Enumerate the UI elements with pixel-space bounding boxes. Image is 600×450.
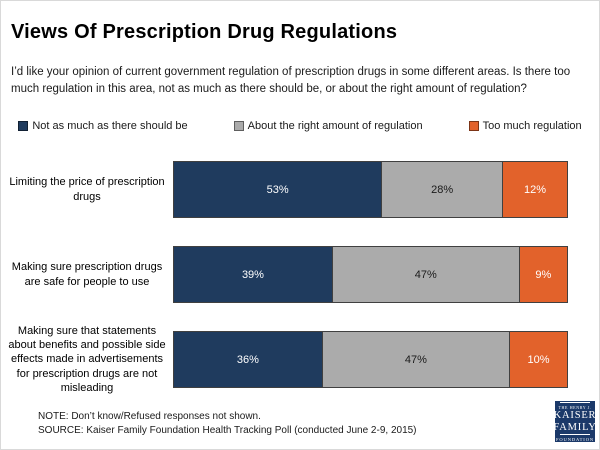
legend-swatch-gray [233,121,244,131]
legend-swatch-orange [468,121,479,131]
bar-segment: 10% [509,331,568,388]
legend-label: Too much regulation [482,120,582,132]
chart-row: Making sure that statements about benefi… [1,325,599,394]
legend-label: About the right amount of regulation [247,120,423,132]
logo-foundation-text: FOUNDATION [556,436,594,442]
logo-divider [560,402,590,404]
bar-segment: 12% [502,161,568,218]
bar-segment: 53% [173,161,383,218]
chart: Limiting the price of prescription drugs… [1,161,599,416]
logo-kaiser-text: KAISER [553,410,597,422]
bar-segment: 28% [381,161,504,218]
category-label: Limiting the price of prescription drugs [9,176,165,203]
legend-item-right-amount: About the right amount of regulation [233,120,423,132]
stacked-bar: 53% 28% 12% [173,161,568,218]
category-label: Making sure prescription drugs are safe … [11,261,163,288]
chart-row: Making sure prescription drugs are safe … [1,246,599,303]
chart-legend: Not as much as there should be About the… [1,120,599,132]
source-text: SOURCE: Kaiser Family Foundation Health … [38,424,417,436]
chart-row: Limiting the price of prescription drugs… [1,161,599,218]
category-label: Making sure that statements about benefi… [8,324,166,394]
legend-swatch-navy [18,121,29,131]
bar-segment: 39% [173,246,333,303]
legend-item-not-as-much: Not as much as there should be [18,120,188,132]
note-text: NOTE: Don’t know/Refused responses not s… [38,411,261,422]
page-title: Views Of Prescription Drug Regulations [11,21,398,43]
legend-label: Not as much as there should be [32,120,188,132]
bar-segment: 47% [331,246,520,303]
logo-family-text: FAMILY [553,421,597,433]
bar-segment: 36% [173,331,323,388]
stacked-bar: 36% 47% 10% [173,331,568,388]
footer-notes: NOTE: Don’t know/Refused responses not s… [38,410,417,437]
logo-top-text: THE HENRY J. [558,405,592,411]
kaiser-family-foundation-logo: THE HENRY J. KAISER FAMILY FOUNDATION [553,401,597,442]
bar-segment: 47% [321,331,511,388]
stacked-bar: 39% 47% 9% [173,246,568,303]
logo-divider [560,433,590,435]
legend-item-too-much: Too much regulation [468,120,582,132]
bar-segment: 9% [518,246,568,303]
survey-question-text: I’d like your opinion of current governm… [11,66,571,96]
